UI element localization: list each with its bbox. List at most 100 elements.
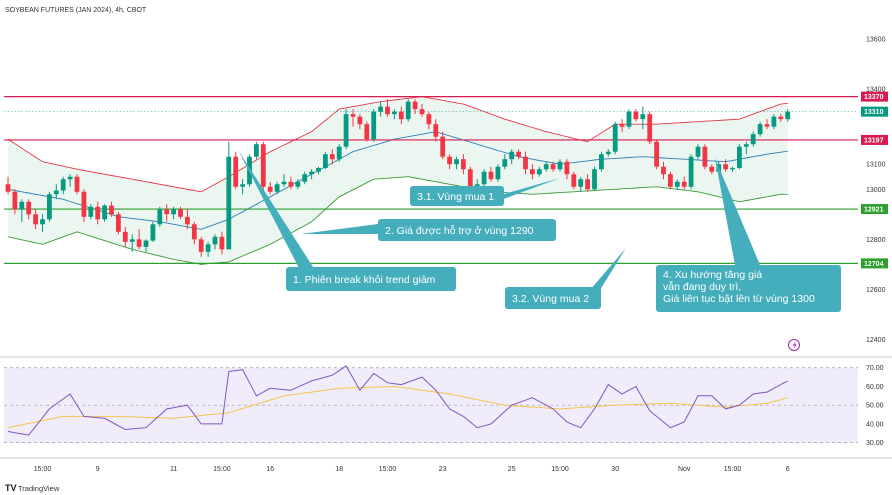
callout-buy-zone-1: 3.1. Vùng mua 1 [410, 178, 560, 206]
candle [171, 206, 176, 220]
candle-body [385, 106, 390, 115]
candle-body [661, 166, 666, 175]
candle-body [178, 209, 183, 217]
candle [737, 144, 742, 170]
candle-body [668, 174, 673, 187]
candle [226, 141, 232, 250]
candle-body [523, 156, 528, 170]
time-tick-label: 23 [439, 466, 447, 473]
candle [668, 171, 673, 190]
candle [523, 151, 528, 175]
candle [364, 121, 370, 142]
price-tick-label: 13000 [866, 187, 886, 194]
candle-body [647, 114, 653, 142]
candle-body [350, 114, 356, 117]
rsi-tick-label: 40.00 [866, 421, 884, 428]
callout-box [410, 186, 504, 206]
candle [219, 231, 225, 255]
candle [385, 99, 390, 117]
candle-body [116, 214, 121, 232]
candle [654, 139, 659, 170]
callout-box [378, 219, 556, 241]
candle-body [433, 124, 439, 137]
price-badge-box [861, 134, 888, 145]
candle-body [467, 169, 473, 190]
candle [605, 149, 611, 157]
candle-body [447, 156, 452, 165]
candle-body [778, 116, 784, 120]
price-tick-label: 12600 [866, 287, 886, 294]
candle-body [771, 116, 777, 127]
candle-body [102, 205, 107, 220]
candle [143, 239, 149, 252]
price-badge-label: 13370 [864, 94, 884, 101]
candle [136, 229, 142, 250]
candle-body [240, 184, 245, 187]
candle-body [612, 124, 618, 152]
candle-body [295, 181, 301, 187]
candle [695, 144, 701, 160]
bollinger-upper [7, 96, 788, 193]
candle [67, 174, 73, 187]
candle-body [737, 146, 742, 168]
candle [592, 166, 597, 191]
candle [612, 121, 618, 155]
price-badge-13197: 13197 [861, 134, 888, 145]
candle-body [536, 169, 542, 175]
candle [240, 179, 245, 195]
price-badge-label: 12921 [864, 207, 884, 214]
candle [405, 99, 411, 122]
time-tick-label: 15:00 [724, 466, 742, 473]
candle-body [164, 209, 170, 215]
footer-brand-label: TradingView [18, 484, 60, 493]
candle [557, 159, 563, 172]
candle-body [40, 219, 45, 225]
candle [316, 166, 321, 175]
candle [95, 201, 101, 225]
time-tick-label: 16 [266, 466, 274, 473]
candle-body [530, 169, 535, 175]
candle [509, 149, 515, 165]
lightning-icon[interactable] [788, 339, 800, 351]
candle [260, 141, 266, 192]
time-tick-label: 18 [335, 466, 343, 473]
candle [702, 144, 708, 170]
candle-body [426, 114, 432, 125]
candle [585, 174, 590, 192]
candle [599, 151, 604, 172]
candle-body [212, 236, 218, 245]
candle [647, 111, 653, 145]
callout-pointer [301, 224, 378, 234]
candle-body [88, 206, 94, 217]
candle-body [254, 144, 259, 157]
candle-body [219, 236, 225, 250]
candle [633, 109, 639, 122]
price-badge-box [861, 204, 888, 215]
price-badges: 13370 13310 13197 12921 12704 [861, 91, 888, 269]
chart-title: SOYBEAN FUTURES (JAN 2024), 4h, CBOT [5, 7, 147, 14]
callout-pointer [590, 248, 626, 290]
footer-brand: TV TradingView [5, 483, 60, 493]
candle-body [309, 171, 314, 175]
candle-body [633, 111, 639, 120]
candle-body [378, 106, 383, 112]
candle-body [502, 159, 508, 167]
candle-body [171, 209, 176, 215]
candle [178, 206, 183, 220]
candle-body [150, 224, 156, 241]
candle-body [191, 224, 197, 240]
rsi-tick-label: 30.00 [866, 440, 884, 447]
candle-body [343, 114, 349, 147]
price-badge-label: 13197 [864, 137, 884, 144]
callout-text-line: vẫn đang duy trì, [663, 280, 741, 293]
candle [674, 179, 680, 190]
candle [185, 209, 190, 230]
candle-body [33, 214, 38, 225]
candle-body [592, 169, 597, 190]
time-tick-label: 15:00 [213, 466, 231, 473]
candle-body [599, 154, 604, 170]
candle-body [233, 156, 239, 187]
candle [488, 166, 494, 182]
horizontal-levels [4, 96, 858, 264]
